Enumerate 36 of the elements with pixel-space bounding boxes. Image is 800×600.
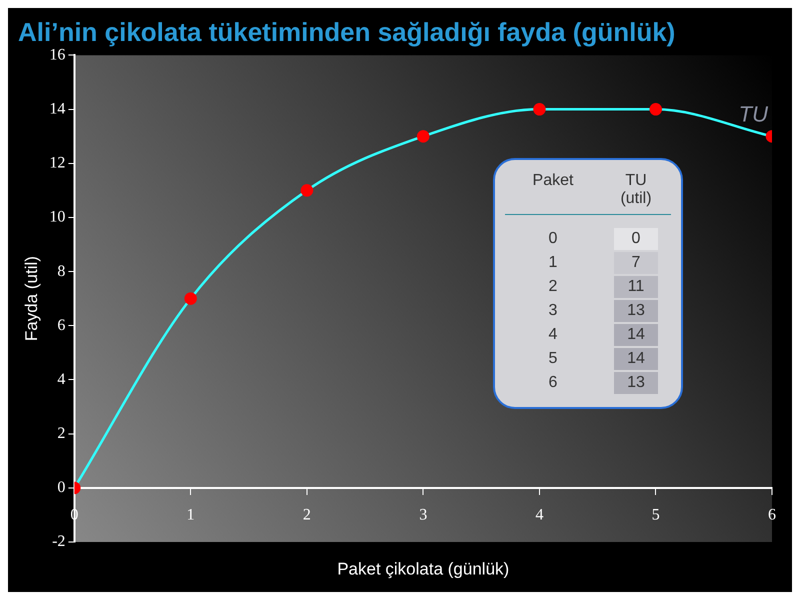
data-label: 13 xyxy=(614,300,658,322)
y-tick-label: 4 xyxy=(548,325,558,345)
y-tick-label: 5 xyxy=(548,349,558,369)
x-tick-label: 5 xyxy=(652,506,660,524)
chart-title: Ali’nin çikolata tüketiminden sağladığı fayda (günlük) xyxy=(18,16,676,47)
data-label: 14 xyxy=(614,324,658,346)
y-tick-label: 8 xyxy=(57,262,66,280)
y-tick-label: 0 xyxy=(57,479,66,496)
y-tick-label: 4 xyxy=(57,370,66,388)
data-label: 11 xyxy=(614,276,658,298)
y-tick-label: -2 xyxy=(52,533,66,550)
x-tick-label: TU (util) xyxy=(619,172,653,208)
data-label: 7 xyxy=(614,252,658,274)
x-axis-title: Paket çikolata (günlük) xyxy=(337,560,510,579)
x-tick-label: 3 xyxy=(419,506,428,524)
data-label: 0 xyxy=(614,228,658,250)
y-tick-label: 0 xyxy=(548,229,558,249)
y-axis-title: Paket xyxy=(532,172,574,190)
y-tick-label: 6 xyxy=(57,316,66,334)
y-tick-label: 2 xyxy=(57,425,66,442)
y-tick-label: 16 xyxy=(49,46,66,64)
y-tick-label: 10 xyxy=(49,208,66,226)
y-tick-label: 2 xyxy=(548,277,558,297)
data-label: 14 xyxy=(614,348,658,370)
y-tick-label: 3 xyxy=(548,301,558,321)
y-tick-label: 14 xyxy=(49,100,66,118)
y-axis-title: Fayda (util) xyxy=(22,256,41,342)
x-tick-label: 2 xyxy=(302,506,311,524)
y-tick-label: 12 xyxy=(49,154,66,172)
y-tick-label: 1 xyxy=(548,253,558,273)
data-label: 13 xyxy=(614,372,658,394)
y-tick-label: 6 xyxy=(548,373,558,393)
series-label: TU xyxy=(738,101,768,126)
x-tick-label: 6 xyxy=(768,506,776,524)
x-tick-label: 4 xyxy=(535,506,544,524)
x-tick-label: 1 xyxy=(186,506,195,524)
